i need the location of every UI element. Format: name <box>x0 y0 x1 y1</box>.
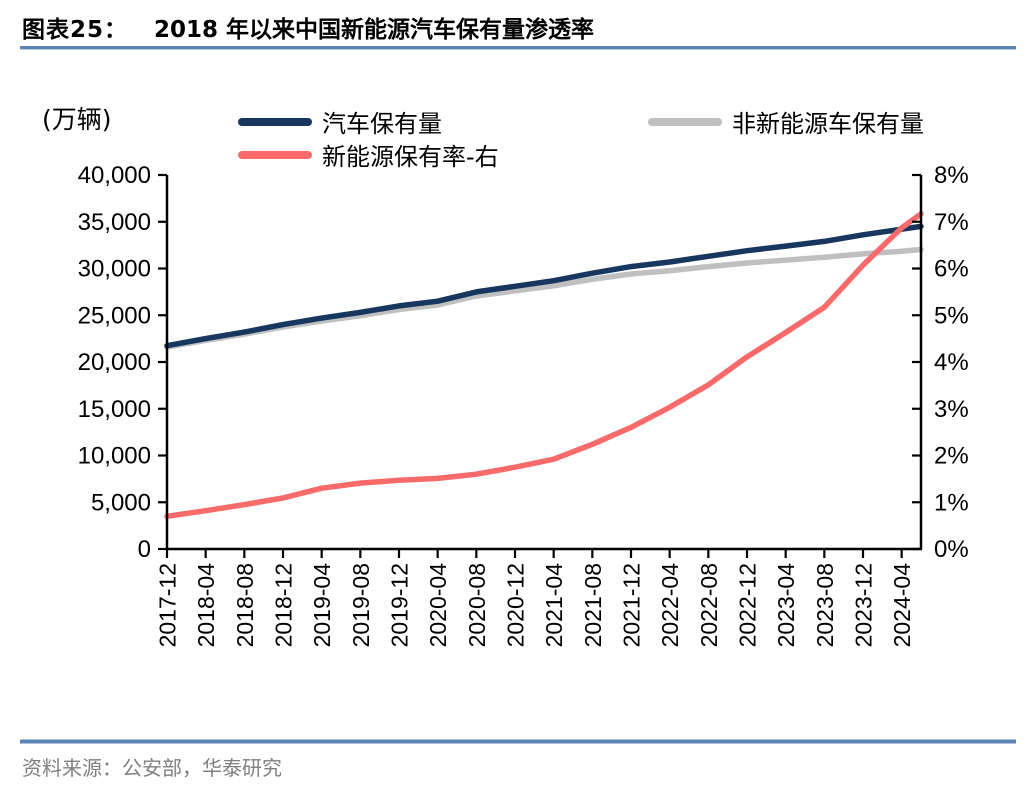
left-tick-label-35,000: 35,000 <box>78 209 151 236</box>
legend-swatch-nev-penetration <box>238 150 312 159</box>
x-tick-label-2020-08: 2020-08 <box>464 563 490 647</box>
right-axis-tick-labels: 0% 1% 2% 3% 4% 5% 6% 7% 8% <box>934 162 969 563</box>
x-tick-label-2018-12: 2018-12 <box>271 563 297 647</box>
left-tick-label-5,000: 5,000 <box>91 489 151 516</box>
chart-series <box>164 211 924 520</box>
left-tick-label-25,000: 25,000 <box>78 302 151 329</box>
x-tick-label-2019-08: 2019-08 <box>348 563 374 647</box>
right-tick-label-0%: 0% <box>934 536 969 563</box>
chart-axes <box>158 173 923 558</box>
legend-item-non-nev: 非新能源车保有量 <box>648 104 924 139</box>
x-tick-label-2022-08: 2022-08 <box>696 563 722 647</box>
left-tick-label-15,000: 15,000 <box>78 396 151 423</box>
x-tick-label-2020-12: 2020-12 <box>503 563 529 647</box>
footer-rule <box>20 739 1016 744</box>
legend-swatch-total-vehicles <box>238 117 312 126</box>
source-line: 资料来源：公安部，华泰研究 <box>22 756 282 780</box>
legend-item-total-vehicles: 汽车保有量 <box>238 104 442 139</box>
right-tick-label-2%: 2% <box>934 443 969 470</box>
x-tick-label-2019-12: 2019-12 <box>387 563 413 647</box>
line-chart: 0 5,000 10,000 15,000 20,000 25,000 30,000 35,0… <box>78 162 969 648</box>
x-axis-tick-labels: 2017-12 2018-04 2018-08 2018-12 2019-04 2019-… <box>155 563 916 648</box>
right-tick-label-5%: 5% <box>934 302 969 329</box>
legend-swatch-non-nev <box>648 117 722 126</box>
legend-item-nev-penetration: 新能源保有率-右 <box>238 137 499 172</box>
left-tick-label-40,000: 40,000 <box>78 162 151 189</box>
right-tick-label-8%: 8% <box>934 162 969 189</box>
right-tick-label-3%: 3% <box>934 396 969 423</box>
series-line-1 <box>164 246 924 350</box>
figure-number-label: 图表25： <box>22 17 129 43</box>
left-axis-tick-labels: 0 5,000 10,000 15,000 20,000 25,000 30,000 35,0… <box>78 162 151 563</box>
x-tick-label-2024-04: 2024-04 <box>889 563 915 648</box>
right-tick-label-7%: 7% <box>934 209 969 236</box>
figure-title: 2018 年以来中国新能源汽车保有量渗透率 <box>154 17 595 43</box>
x-tick-label-2018-04: 2018-04 <box>193 563 219 648</box>
x-tick-label-2022-12: 2022-12 <box>735 563 761 647</box>
series-line-0 <box>164 223 924 349</box>
x-tick-label-2021-04: 2021-04 <box>541 563 567 648</box>
right-tick-label-4%: 4% <box>934 349 969 376</box>
right-tick-label-6%: 6% <box>934 256 969 283</box>
series-line-2 <box>164 211 924 520</box>
x-tick-label-2019-04: 2019-04 <box>309 563 335 648</box>
x-tick-label-2021-12: 2021-12 <box>619 563 645 647</box>
left-tick-label-20,000: 20,000 <box>78 349 151 376</box>
title-underline-rule <box>20 46 1016 50</box>
right-tick-label-1%: 1% <box>934 489 969 516</box>
x-tick-label-2018-08: 2018-08 <box>232 563 258 647</box>
left-axis-unit-label: (万辆) <box>42 105 112 134</box>
legend-label-nev-penetration: 新能源保有率-右 <box>322 143 499 171</box>
x-tick-label-2021-08: 2021-08 <box>580 563 606 647</box>
figure-header: 图表25： 2018 年以来中国新能源汽车保有量渗透率 <box>22 10 1022 44</box>
x-tick-label-2020-04: 2020-04 <box>425 563 451 648</box>
left-tick-label-10,000: 10,000 <box>78 443 151 470</box>
x-tick-label-2023-04: 2023-04 <box>773 563 799 648</box>
left-tick-label-0: 0 <box>138 536 151 563</box>
left-tick-label-30,000: 30,000 <box>78 256 151 283</box>
x-tick-label-2017-12: 2017-12 <box>155 563 181 647</box>
x-tick-label-2022-04: 2022-04 <box>657 563 683 648</box>
legend-label-non-nev: 非新能源车保有量 <box>732 110 924 138</box>
x-tick-label-2023-08: 2023-08 <box>812 563 838 647</box>
legend-label-total-vehicles: 汽车保有量 <box>322 110 442 138</box>
x-tick-label-2023-12: 2023-12 <box>851 563 877 647</box>
